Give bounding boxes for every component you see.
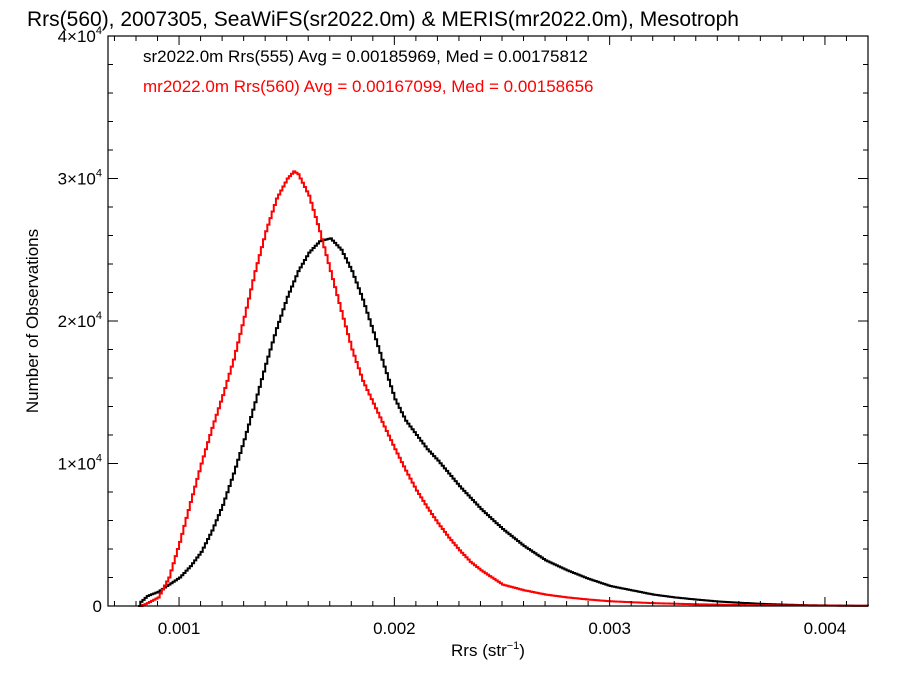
- series-line-1: [138, 237, 869, 607]
- legend: sr2022.0m Rrs(555) Avg = 0.00185969, Med…: [143, 47, 594, 96]
- legend-entry-1: sr2022.0m Rrs(555) Avg = 0.00185969, Med…: [143, 47, 588, 66]
- series-layer: [138, 170, 869, 607]
- x-axis-label-superscript: −1: [507, 640, 520, 652]
- chart-title: Rrs(560), 2007305, SeaWiFS(sr2022.0m) & …: [27, 8, 739, 31]
- y-tick-label-text: 3×10: [58, 170, 96, 189]
- series-line-2: [140, 170, 869, 607]
- y-tick-label-exponent: 4: [96, 310, 102, 322]
- y-tick-label: 1×104: [58, 453, 102, 474]
- x-tick-label: 0.004: [804, 619, 847, 638]
- y-tick-label: 4×104: [58, 25, 102, 46]
- plot-area: 0.001 0.002 0.003 0.00401×1042×1043×1044×10…: [58, 25, 869, 638]
- tick-layer: 0.001 0.002 0.003 0.00401×1042×1043×1044×10…: [58, 25, 869, 638]
- y-tick-label-exponent: 4: [96, 168, 102, 180]
- y-tick-label: 2×104: [58, 310, 102, 331]
- x-tick-label: 0.003: [588, 619, 631, 638]
- legend-entry-2: mr2022.0m Rrs(560) Avg = 0.00167099, Med…: [143, 77, 594, 96]
- y-tick-label: 0: [93, 597, 102, 616]
- y-tick-label-text: 4×10: [58, 27, 96, 46]
- x-axis-label-text: Rrs (str: [451, 641, 507, 660]
- y-tick-label-text: 2×10: [58, 312, 96, 331]
- x-axis-label: Rrs (str−1): [451, 640, 525, 660]
- y-tick-label-text: 0: [93, 597, 102, 616]
- x-tick-label: 0.002: [373, 619, 416, 638]
- y-tick-label-exponent: 4: [96, 453, 102, 465]
- x-axis-label-close: ): [519, 641, 525, 660]
- x-tick-label: 0.001: [158, 619, 201, 638]
- y-tick-label-exponent: 4: [96, 25, 102, 37]
- y-tick-label: 3×104: [58, 168, 102, 189]
- y-tick-label-text: 1×10: [58, 455, 96, 474]
- y-axis-label: Number of Observations: [23, 229, 42, 413]
